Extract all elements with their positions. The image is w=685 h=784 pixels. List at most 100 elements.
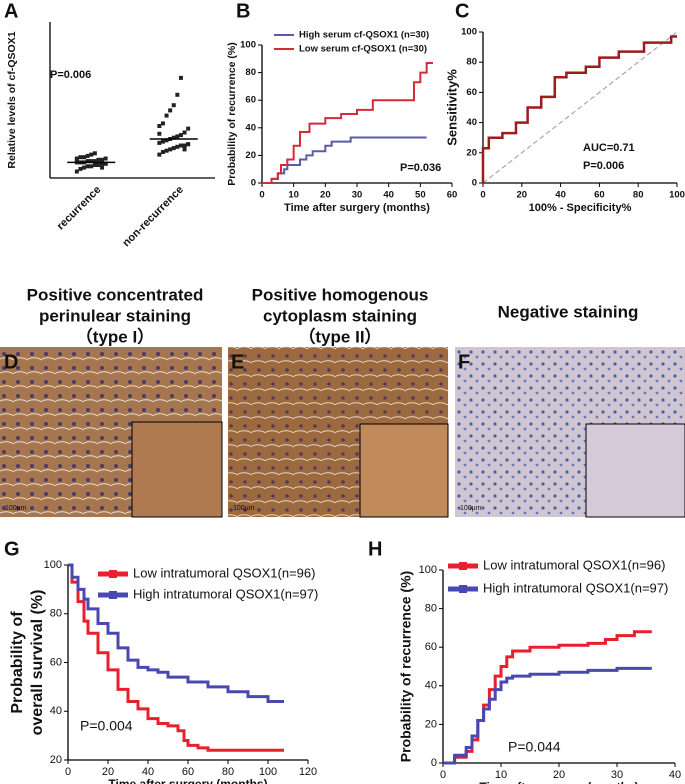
panel-letter: D — [4, 351, 18, 373]
data-point — [157, 140, 162, 145]
annotation: P=0.036 — [400, 162, 441, 174]
image-title: Positive concentrated — [27, 285, 204, 304]
data-point — [100, 161, 105, 166]
x-tick-label: 40 — [555, 190, 566, 201]
image-f: Negative staining F 100μm — [455, 302, 685, 518]
y-axis-label: overall survival (%) — [29, 590, 46, 736]
y-tick-label: 40 — [245, 122, 256, 133]
y-axis-label: Probability of — [9, 611, 26, 714]
y-tick-label: 100 — [44, 559, 62, 571]
x-tick-label: 80 — [222, 766, 234, 778]
legend-marker — [459, 562, 467, 570]
data-point — [171, 135, 176, 140]
data-point — [160, 121, 165, 126]
scale-label: 100μm — [233, 505, 255, 512]
y-tick-label: 60 — [425, 641, 437, 653]
annotation: P=0.006 — [50, 69, 91, 81]
y-tick-label: 100 — [461, 27, 477, 38]
x-tick-label: 0 — [65, 766, 71, 778]
y-tick-label: 0 — [251, 178, 256, 189]
x-axis-label: Time after surgery (months) — [108, 777, 267, 784]
image-e: Positive homogenous cytoplasm staining （… — [228, 285, 449, 518]
x-tick-label: 60 — [447, 190, 458, 201]
data-point — [100, 157, 105, 162]
data-point — [164, 148, 169, 153]
inset — [131, 421, 223, 518]
data-point — [92, 151, 97, 156]
y-tick-label: 0 — [431, 757, 437, 769]
image-title: cytoplasm staining — [263, 306, 417, 325]
data-point — [85, 159, 90, 164]
data-point — [157, 124, 162, 128]
y-tick-label: 60 — [245, 95, 256, 106]
data-point — [96, 163, 101, 167]
legend-label: Low intratumoral QSOX1(n=96) — [483, 557, 665, 572]
x-tick-label: 20 — [320, 190, 331, 201]
x-tick-label: 40 — [142, 766, 154, 778]
panel-letter: A — [4, 0, 18, 22]
data-point — [178, 143, 183, 148]
data-point — [85, 153, 90, 158]
data-point — [96, 157, 101, 162]
x-tick-label: 40 — [383, 190, 394, 201]
x-tick-label: 20 — [553, 769, 565, 781]
x-tick-label: non-recurrence — [120, 184, 186, 250]
step-line — [443, 666, 652, 765]
y-tick-label: 20 — [425, 718, 437, 730]
panel-letter: E — [231, 351, 244, 373]
x-axis-label: 100% - Specificity% — [529, 202, 632, 214]
step-line — [68, 563, 284, 752]
y-tick-label: 0 — [472, 178, 477, 189]
y-axis-label: Relative levels of cf-QSOX1 — [6, 31, 18, 168]
y-tick-label: 60 — [466, 87, 477, 98]
data-point — [100, 165, 105, 170]
data-point — [182, 147, 187, 152]
data-point — [78, 155, 83, 160]
annotation: P=0.006 — [583, 160, 624, 172]
data-point — [175, 144, 180, 149]
panel-letter: G — [4, 538, 20, 560]
x-tick-label: 0 — [480, 190, 485, 201]
x-tick-label: 120 — [299, 766, 317, 778]
y-tick-label: 40 — [466, 117, 477, 128]
image-title: perinulear staining — [39, 306, 191, 325]
data-point — [103, 161, 108, 166]
legend-label: Low intratumoral QSOX1(n=96) — [133, 565, 315, 580]
data-point — [74, 157, 79, 162]
data-point — [89, 159, 94, 164]
x-tick-label: 100 — [259, 766, 277, 778]
x-axis-label: Time after surgery (months) — [284, 202, 430, 214]
panel-letter: B — [236, 0, 250, 22]
y-tick-label: 80 — [466, 57, 477, 68]
x-tick-label: 40 — [669, 769, 681, 781]
legend-label: High intratumoral QSOX1(n=97) — [133, 586, 318, 601]
data-point — [186, 126, 191, 131]
data-point — [157, 152, 162, 157]
image-d: Positive concentrated perinulear stainin… — [0, 285, 223, 518]
image-title: Negative staining — [498, 302, 639, 321]
y-tick-label: 40 — [50, 705, 62, 717]
scale-label: 100μm — [5, 505, 27, 512]
y-tick-label: 20 — [50, 754, 62, 766]
x-tick-label: recurrence — [55, 184, 104, 233]
x-tick-label: 60 — [594, 190, 605, 201]
y-tick-label: 20 — [245, 150, 256, 161]
data-point — [92, 163, 97, 167]
data-point — [168, 147, 173, 152]
legend-marker — [109, 591, 117, 599]
scale-label: 100μm — [460, 505, 482, 512]
step-line — [481, 35, 677, 183]
data-point — [178, 75, 183, 80]
data-point — [78, 166, 83, 171]
panel-letter: C — [455, 0, 469, 22]
y-axis-label: Probability of recurrence (%) — [226, 42, 238, 186]
y-tick-label: 80 — [425, 603, 437, 615]
panel-letter: F — [458, 351, 470, 373]
x-tick-label: 30 — [352, 190, 363, 201]
x-axis-label: Time after surgery (months) — [479, 780, 638, 784]
data-point — [82, 155, 87, 160]
data-point — [92, 159, 97, 164]
data-point — [160, 150, 165, 154]
data-point — [89, 152, 94, 157]
